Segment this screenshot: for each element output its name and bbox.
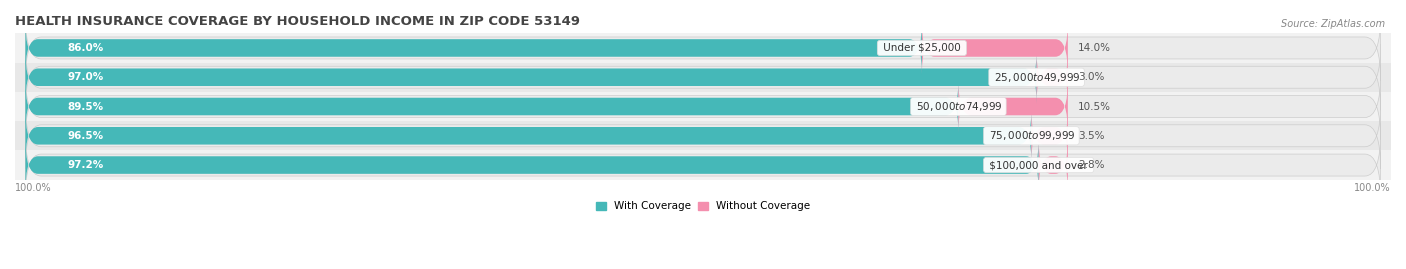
Text: 100.0%: 100.0% (15, 183, 52, 193)
Text: 14.0%: 14.0% (1078, 43, 1111, 53)
Text: 86.0%: 86.0% (67, 43, 104, 53)
Bar (15, 121, 1391, 150)
Text: $50,000 to $74,999: $50,000 to $74,999 (914, 100, 1004, 113)
FancyBboxPatch shape (25, 80, 959, 133)
FancyBboxPatch shape (25, 109, 1032, 162)
Text: 10.5%: 10.5% (1078, 101, 1111, 112)
FancyBboxPatch shape (25, 139, 1039, 192)
FancyBboxPatch shape (1036, 51, 1067, 104)
Text: 3.0%: 3.0% (1078, 72, 1105, 82)
Text: HEALTH INSURANCE COVERAGE BY HOUSEHOLD INCOME IN ZIP CODE 53149: HEALTH INSURANCE COVERAGE BY HOUSEHOLD I… (15, 15, 581, 28)
Text: $25,000 to $49,999: $25,000 to $49,999 (991, 71, 1081, 84)
Bar (15, 92, 1391, 121)
Bar (15, 150, 1391, 180)
Bar (15, 33, 1391, 63)
FancyBboxPatch shape (25, 74, 1381, 139)
Text: 97.2%: 97.2% (67, 160, 104, 170)
Text: $75,000 to $99,999: $75,000 to $99,999 (986, 129, 1077, 142)
Text: 3.5%: 3.5% (1078, 131, 1105, 141)
Bar (15, 63, 1391, 92)
FancyBboxPatch shape (25, 44, 1381, 110)
Text: 97.0%: 97.0% (67, 72, 104, 82)
FancyBboxPatch shape (25, 103, 1381, 169)
Text: 2.8%: 2.8% (1078, 160, 1105, 170)
FancyBboxPatch shape (25, 51, 1036, 104)
Text: 89.5%: 89.5% (67, 101, 103, 112)
Text: 96.5%: 96.5% (67, 131, 103, 141)
FancyBboxPatch shape (25, 22, 922, 74)
Text: Under $25,000: Under $25,000 (880, 43, 965, 53)
FancyBboxPatch shape (25, 15, 1381, 81)
FancyBboxPatch shape (959, 80, 1067, 133)
FancyBboxPatch shape (25, 132, 1381, 198)
FancyBboxPatch shape (1039, 139, 1067, 192)
Text: Source: ZipAtlas.com: Source: ZipAtlas.com (1281, 19, 1385, 29)
Text: $100,000 and over: $100,000 and over (986, 160, 1091, 170)
FancyBboxPatch shape (1032, 109, 1067, 162)
Text: 100.0%: 100.0% (1354, 183, 1391, 193)
Legend: With Coverage, Without Coverage: With Coverage, Without Coverage (592, 197, 814, 215)
FancyBboxPatch shape (922, 22, 1067, 74)
